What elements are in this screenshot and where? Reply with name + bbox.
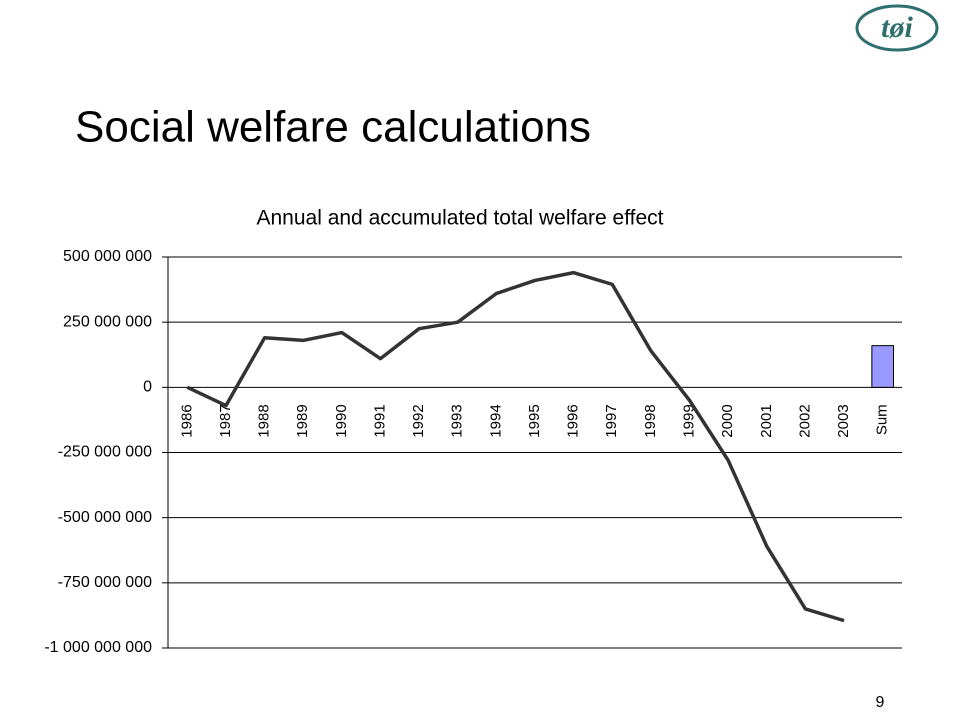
logo-ring (855, 4, 939, 52)
x-tick-label: Sum (874, 404, 891, 435)
x-tick-label: 2002 (796, 404, 813, 437)
chart-title: Annual and accumulated total welfare eff… (256, 207, 663, 230)
x-tick-label: 1996 (565, 404, 582, 437)
y-tick-label: -750 000 000 (58, 574, 152, 591)
x-tick-label: 1992 (410, 404, 427, 437)
x-tick-label: 2000 (719, 404, 736, 437)
x-tick-label: 1990 (333, 404, 350, 437)
line (186, 270, 845, 623)
bar (871, 345, 895, 388)
logo: tøi (881, 11, 913, 44)
y-tick-label: 500 000 000 (63, 248, 152, 265)
x-tick-label: 2003 (835, 404, 852, 437)
x-tick-label: 1995 (526, 404, 543, 437)
x-tick-label: 1991 (371, 404, 388, 437)
x-tick-label: 1994 (487, 404, 504, 437)
x-tick-label: 1993 (449, 404, 466, 437)
x-tick-label: 1998 (642, 404, 659, 437)
y-tick-label: 250 000 000 (63, 313, 152, 330)
page-number: 9 (876, 694, 885, 711)
x-tick-label: 1988 (256, 404, 273, 437)
x-tick-label: 1986 (178, 404, 195, 437)
slide-title: Social welfare calculations (75, 103, 591, 152)
y-tick-label: -250 000 000 (58, 444, 152, 461)
x-tick-label: 1999 (680, 404, 697, 437)
y-tick-label: -500 000 000 (58, 509, 152, 526)
x-tick-label: 1989 (294, 404, 311, 437)
y-tick-label: -1 000 000 000 (44, 639, 152, 656)
x-tick-label: 1997 (603, 404, 620, 437)
x-tick-label: 1987 (217, 404, 234, 437)
x-tick-label: 2001 (758, 404, 775, 437)
y-tick-label: 0 (143, 379, 152, 396)
